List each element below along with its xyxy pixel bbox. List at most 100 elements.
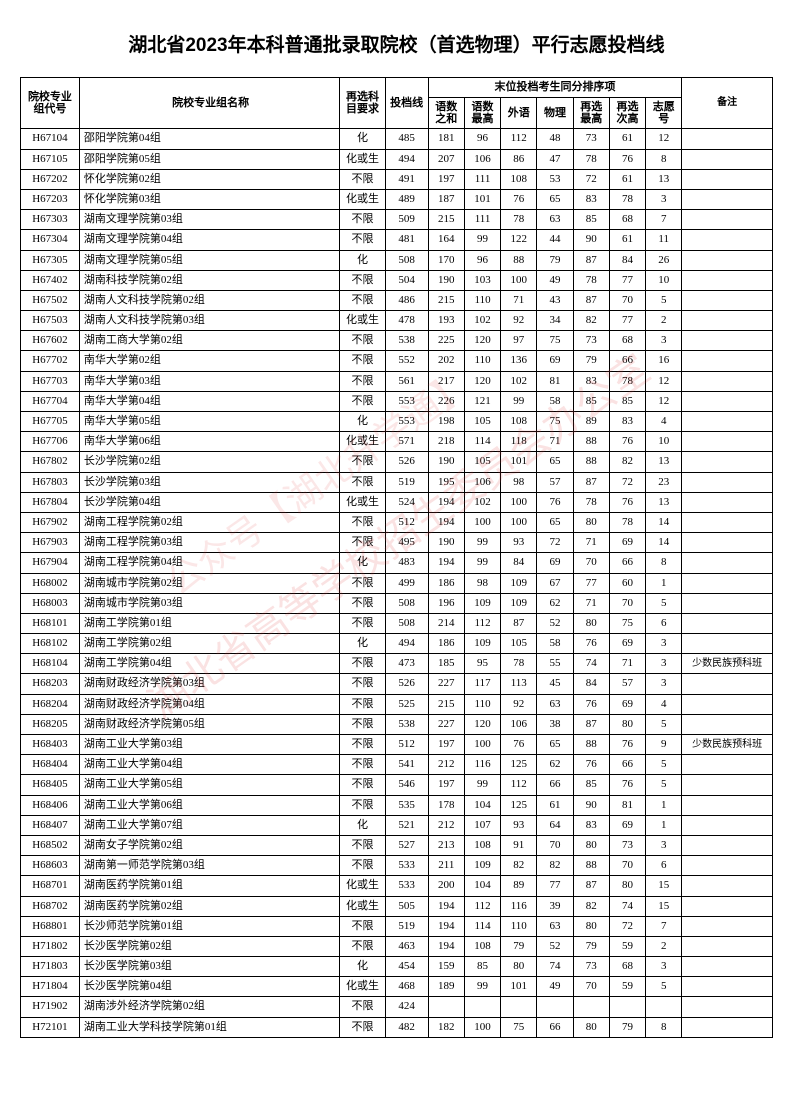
cell-c5 (573, 997, 609, 1017)
cell-c1: 193 (428, 311, 464, 331)
hdr-tiebreak: 末位投档考生同分排序项 (428, 78, 682, 98)
cell-code: H67902 (21, 512, 80, 532)
hdr-sub2: 语数最高 (464, 98, 500, 129)
cell-c7: 13 (646, 169, 682, 189)
cell-name: 湖南文理学院第03组 (79, 210, 339, 230)
cell-c4: 82 (537, 856, 573, 876)
cell-name: 湖南医药学院第01组 (79, 876, 339, 896)
cell-c3: 91 (501, 835, 537, 855)
cell-c5: 77 (573, 573, 609, 593)
cell-c6: 66 (609, 553, 645, 573)
cell-c2: 116 (464, 755, 500, 775)
table-row: H67705南华大学第05组化5531981051087589834 (21, 412, 773, 432)
cell-c7: 13 (646, 452, 682, 472)
cell-req: 不限 (340, 391, 385, 411)
cell-c4: 74 (537, 957, 573, 977)
cell-code: H67203 (21, 189, 80, 209)
cell-c2: 108 (464, 936, 500, 956)
cell-c2: 104 (464, 876, 500, 896)
cell-c3: 97 (501, 331, 537, 351)
cell-req: 化或生 (340, 311, 385, 331)
cell-c4: 70 (537, 835, 573, 855)
cell-c5: 79 (573, 351, 609, 371)
cell-c7: 8 (646, 553, 682, 573)
cell-name: 湖南工程学院第04组 (79, 553, 339, 573)
cell-name: 南华大学第02组 (79, 351, 339, 371)
cell-c1: 185 (428, 654, 464, 674)
cell-c4: 52 (537, 613, 573, 633)
table-row: H68102湖南工学院第02组化4941861091055876693 (21, 634, 773, 654)
cell-c5: 73 (573, 129, 609, 149)
cell-score: 486 (385, 290, 428, 310)
cell-c6: 76 (609, 432, 645, 452)
cell-c3: 105 (501, 634, 537, 654)
table-row: H67802长沙学院第02组不限52619010510165888213 (21, 452, 773, 472)
cell-c1: 225 (428, 331, 464, 351)
cell-code: H67702 (21, 351, 80, 371)
cell-c5: 76 (573, 755, 609, 775)
hdr-sub7: 志愿号 (646, 98, 682, 129)
cell-c6: 73 (609, 835, 645, 855)
cell-c3: 100 (501, 270, 537, 290)
hdr-code: 院校专业组代号 (21, 78, 80, 129)
cell-c1: 194 (428, 936, 464, 956)
cell-c5: 74 (573, 654, 609, 674)
cell-note (682, 351, 773, 371)
table-row: H67706南华大学第06组化或生57121811411871887610 (21, 432, 773, 452)
table-row: H67502湖南人文科技学院第02组不限486215110714387705 (21, 290, 773, 310)
cell-name: 南华大学第05组 (79, 412, 339, 432)
cell-c4: 79 (537, 250, 573, 270)
cell-note (682, 775, 773, 795)
cell-c5: 85 (573, 210, 609, 230)
cell-score: 491 (385, 169, 428, 189)
cell-c3: 76 (501, 735, 537, 755)
cell-c4: 52 (537, 936, 573, 956)
cell-c5: 82 (573, 896, 609, 916)
cell-name: 湖南工学院第02组 (79, 634, 339, 654)
cell-c4: 62 (537, 755, 573, 775)
cell-c6 (609, 997, 645, 1017)
cell-c5: 76 (573, 694, 609, 714)
cell-c6: 77 (609, 311, 645, 331)
admission-table: 院校专业组代号 院校专业组名称 再选科目要求 投档线 末位投档考生同分排序项 备… (20, 77, 773, 1038)
cell-score: 499 (385, 573, 428, 593)
cell-c6: 70 (609, 856, 645, 876)
cell-c7: 3 (646, 331, 682, 351)
cell-c5: 87 (573, 876, 609, 896)
cell-c4: 65 (537, 735, 573, 755)
cell-c6: 83 (609, 412, 645, 432)
cell-note (682, 835, 773, 855)
cell-code: H67502 (21, 290, 80, 310)
table-row: H67303湖南文理学院第03组不限509215111786385687 (21, 210, 773, 230)
cell-c2: 114 (464, 916, 500, 936)
cell-c1: 196 (428, 593, 464, 613)
cell-c6: 81 (609, 795, 645, 815)
cell-c3: 122 (501, 230, 537, 250)
cell-c3: 92 (501, 311, 537, 331)
cell-c1: 190 (428, 270, 464, 290)
cell-name: 湖南女子学院第02组 (79, 835, 339, 855)
cell-req: 不限 (340, 270, 385, 290)
cell-c5: 78 (573, 492, 609, 512)
cell-score: 424 (385, 997, 428, 1017)
cell-c6: 59 (609, 936, 645, 956)
table-row: H67904湖南工程学院第04组化48319499846970668 (21, 553, 773, 573)
cell-score: 494 (385, 149, 428, 169)
cell-note (682, 331, 773, 351)
cell-c3: 80 (501, 957, 537, 977)
cell-c2: 102 (464, 492, 500, 512)
cell-c5: 70 (573, 977, 609, 997)
table-row: H67203怀化学院第03组化或生489187101766583783 (21, 189, 773, 209)
cell-score: 508 (385, 250, 428, 270)
cell-c6: 79 (609, 1017, 645, 1037)
cell-c7 (646, 997, 682, 1017)
cell-req: 不限 (340, 573, 385, 593)
cell-c3: 87 (501, 613, 537, 633)
cell-c6: 78 (609, 189, 645, 209)
cell-c2: 105 (464, 412, 500, 432)
cell-name: 湖南文理学院第04组 (79, 230, 339, 250)
cell-code: H71802 (21, 936, 80, 956)
cell-c6: 61 (609, 129, 645, 149)
cell-req: 不限 (340, 936, 385, 956)
table-row: H68002湖南城市学院第02组不限499186981096777601 (21, 573, 773, 593)
